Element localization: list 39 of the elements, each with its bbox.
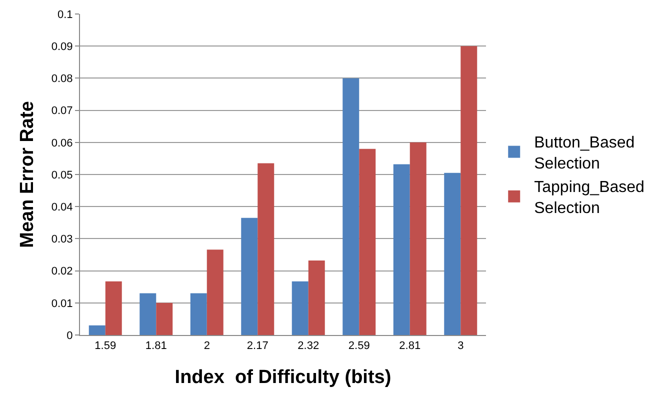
bar bbox=[105, 281, 122, 335]
bar bbox=[140, 293, 156, 335]
bar bbox=[342, 78, 360, 335]
y-tick-label: 0.04 bbox=[51, 201, 73, 214]
y-axis-title: Mean Error Rate bbox=[17, 101, 38, 248]
x-tick-label: 2.81 bbox=[399, 340, 421, 352]
bar bbox=[460, 46, 478, 335]
bar bbox=[410, 142, 426, 335]
bar bbox=[206, 250, 224, 335]
y-tick-label: 0.07 bbox=[51, 105, 73, 118]
bar bbox=[359, 148, 376, 335]
x-tick-label: 3 bbox=[458, 340, 464, 352]
y-tick-label: 0.06 bbox=[51, 137, 73, 150]
bar bbox=[393, 164, 410, 335]
legend-label: Button_Based Selection bbox=[534, 134, 635, 172]
x-tick-label: 1.81 bbox=[145, 340, 167, 352]
y-tick-label: 0.09 bbox=[51, 40, 73, 53]
x-tick-label: 2.32 bbox=[298, 340, 320, 352]
x-tick-label: 2.17 bbox=[246, 340, 268, 352]
x-axis-title: Index of Difficulty (bits) bbox=[174, 367, 392, 388]
bar bbox=[190, 293, 207, 335]
y-tick-label: 0.03 bbox=[51, 234, 73, 246]
y-tick-label: 0.01 bbox=[51, 298, 73, 310]
y-tick-label: 0.02 bbox=[51, 266, 73, 278]
x-tick-label: 2 bbox=[204, 340, 210, 352]
bar bbox=[156, 302, 173, 335]
y-tick-label: 0 bbox=[66, 330, 73, 342]
bar bbox=[444, 172, 461, 335]
y-tick-label: 0.1 bbox=[58, 8, 73, 21]
bar bbox=[88, 325, 106, 335]
legend-label: Tapping_Based Selection bbox=[534, 179, 644, 218]
x-tick-label: 1.59 bbox=[94, 340, 116, 352]
x-tick-label: 2.59 bbox=[348, 340, 370, 352]
y-tick-label: 0.05 bbox=[51, 169, 73, 182]
bar bbox=[308, 260, 325, 335]
y-tick-label: 0.08 bbox=[51, 73, 73, 86]
bar bbox=[292, 281, 308, 335]
bar bbox=[241, 218, 258, 335]
bar bbox=[258, 163, 274, 335]
